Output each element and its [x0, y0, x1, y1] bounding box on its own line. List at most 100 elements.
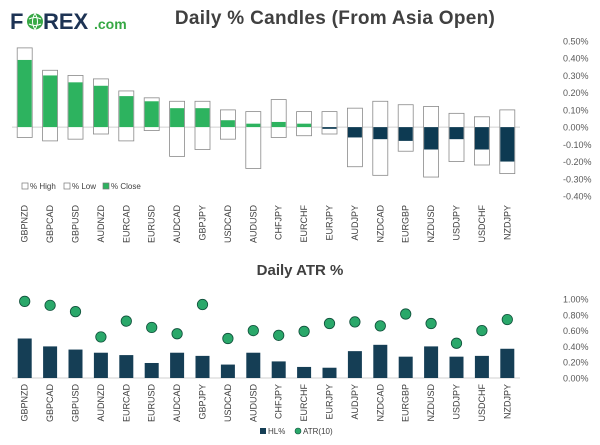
x-category-label: AUDUSD — [248, 384, 258, 423]
candle-close-bar — [17, 59, 32, 128]
x-category-label: AUDCAD — [172, 205, 182, 244]
x-category-label: GBPNZD — [20, 205, 30, 243]
legend-label: % Close — [111, 182, 141, 191]
candle-range-box — [270, 99, 287, 138]
x-category-label: AUDNZD — [96, 384, 106, 422]
atr-point — [501, 313, 513, 326]
x-category-label: NZDCAD — [375, 205, 385, 243]
candle-close-bar — [271, 121, 286, 128]
atr-point — [349, 316, 361, 328]
x-category-label: EURUSD — [147, 384, 157, 423]
x-category-label: GBPJPY — [198, 205, 208, 241]
legend-swatch — [260, 428, 266, 434]
candle-close-bar — [500, 127, 515, 162]
atr-point — [476, 324, 488, 337]
hl-bar — [297, 366, 312, 378]
y-tick-label: 0.40% — [563, 342, 589, 352]
y-tick-label: 0.60% — [563, 326, 589, 336]
x-category-label: GBPNZD — [20, 384, 30, 422]
x-category-label: GBPUSD — [71, 384, 81, 423]
x-category-label: CHFJPY — [274, 384, 284, 419]
y-tick-label: 0.10% — [563, 105, 589, 115]
y-tick-label: 0.20% — [563, 88, 589, 98]
hl-bar — [424, 346, 439, 378]
candle-close-bar — [93, 85, 108, 128]
x-category-label: GBPCAD — [45, 384, 55, 423]
candle-close-bar — [43, 75, 58, 128]
x-category-label: NZDCAD — [375, 384, 385, 422]
y-tick-label: 1.00% — [563, 295, 589, 305]
logo-text-rex: REX — [43, 9, 89, 34]
atr-point — [247, 324, 259, 337]
hl-bar — [246, 352, 261, 378]
legend-label: % Low — [72, 182, 96, 191]
logo-globe-icon — [27, 13, 43, 30]
hl-bar — [144, 362, 159, 378]
x-category-label: AUDJPY — [350, 384, 360, 420]
y-tick-label: 0.00% — [563, 374, 589, 384]
x-category-label: NZDUSD — [426, 205, 436, 243]
x-category-label: AUDNZD — [96, 205, 106, 243]
hl-bar — [17, 338, 32, 378]
candle-close-bar — [246, 123, 261, 128]
candle-close-bar — [297, 123, 312, 128]
x-category-label: USDCAD — [223, 205, 233, 244]
candle-close-bar — [170, 108, 185, 128]
x-category-label: GBPUSD — [71, 205, 81, 244]
atr-point — [146, 321, 158, 334]
x-category-label: EURJPY — [325, 205, 335, 241]
y-tick-label: -0.10% — [563, 140, 592, 150]
atr-point — [69, 306, 82, 318]
x-category-label: EURUSD — [147, 205, 157, 244]
hl-bar — [93, 352, 108, 378]
atr-point — [95, 331, 107, 343]
y-tick-label: 0.80% — [563, 310, 589, 320]
y-tick-label: -0.30% — [563, 174, 592, 184]
hl-bar — [119, 355, 134, 378]
candle-close-bar — [373, 127, 388, 140]
legend-swatch — [63, 182, 71, 190]
atr-point — [171, 328, 183, 340]
x-category-label: USDCHF — [477, 204, 487, 242]
candle-close-bar — [424, 127, 439, 150]
x-category-label: USDCHF — [477, 383, 487, 421]
y-tick-label: -0.40% — [563, 192, 592, 202]
hl-bar — [474, 355, 489, 378]
hl-bar — [43, 346, 58, 378]
candle-close-bar — [398, 127, 413, 141]
candle-close-bar — [347, 127, 362, 138]
legend-label: HL% — [268, 427, 285, 436]
candle-close-bar — [322, 127, 337, 129]
x-category-label: EURJPY — [325, 384, 335, 420]
atr-point — [298, 325, 310, 337]
x-category-label: EURGBP — [401, 384, 411, 422]
x-category-label: GBPCAD — [45, 205, 55, 244]
y-tick-label: 0.40% — [563, 54, 589, 64]
forex-logo: F REX .com — [10, 9, 127, 34]
hl-bar — [373, 344, 388, 378]
legend-label: % High — [30, 182, 56, 191]
hl-bar — [68, 349, 83, 378]
atr-point — [400, 308, 412, 320]
x-category-label: AUDJPY — [350, 205, 360, 241]
candle-close-bar — [144, 101, 159, 128]
atr-point — [273, 329, 285, 341]
candles-chart-title: Daily % Candles (From Asia Open) — [174, 8, 496, 29]
hl-bar — [271, 361, 286, 378]
x-category-label: EURCHF — [299, 204, 309, 242]
atr-point — [425, 317, 437, 330]
x-category-label: AUDCAD — [172, 384, 182, 423]
hl-bar — [220, 364, 235, 378]
atr-point — [120, 315, 132, 327]
legend-swatch — [21, 182, 29, 190]
atr-point — [196, 298, 209, 311]
y-tick-label: 0.30% — [563, 71, 589, 81]
candles-chart: 0.50% 0.40% 0.30% 0.20% 0.10% 0.00% -0.10% -0.2… — [12, 37, 592, 244]
logo-text-f: F — [10, 9, 23, 34]
y-tick-label: 0.20% — [563, 358, 589, 368]
legend-label: ATR(10) — [303, 427, 333, 436]
hl-bar — [170, 352, 185, 378]
x-category-label: EURCHF — [299, 383, 309, 421]
hl-bar — [449, 356, 464, 378]
